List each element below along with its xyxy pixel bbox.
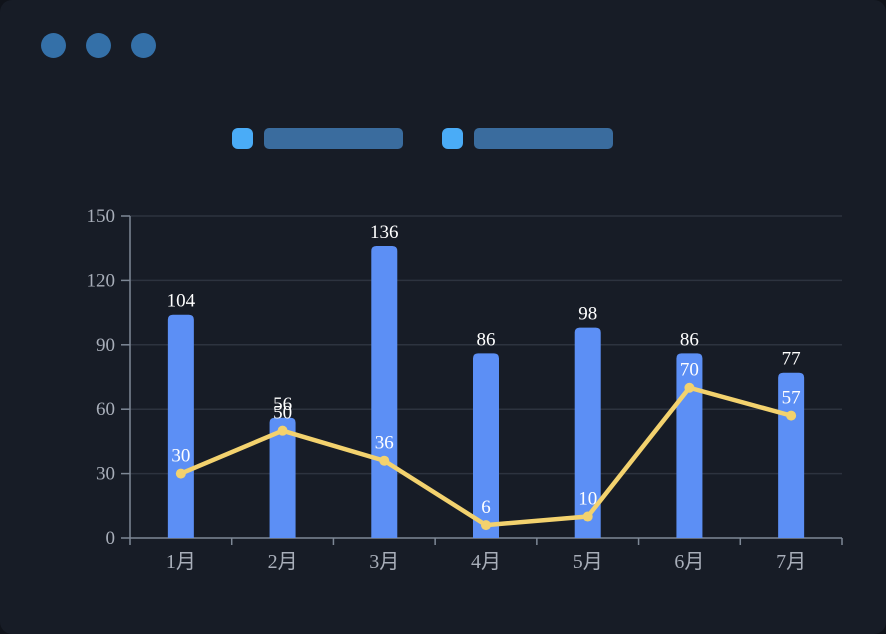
y-axis-tick-label: 150: [87, 206, 116, 227]
line-value-label: 57: [782, 388, 801, 409]
legend-label-block: [474, 128, 613, 149]
bar-value-label: 86: [680, 329, 699, 350]
y-axis-tick-label: 90: [96, 335, 115, 356]
window-dot-3[interactable]: [131, 33, 156, 58]
bar-6月[interactable]: [676, 353, 703, 538]
bar-4月[interactable]: [473, 353, 499, 538]
y-axis-tick-label: 0: [106, 528, 116, 549]
legend-swatch-icon: [442, 128, 463, 149]
bar-value-label: 86: [477, 329, 496, 350]
line-point-4月[interactable]: [481, 520, 491, 531]
legend-swatch-icon: [232, 128, 253, 149]
bar-5月[interactable]: [574, 327, 601, 538]
bar-value-label: 56: [273, 394, 292, 415]
y-axis-tick-label: 60: [96, 399, 115, 420]
x-axis-category-label: 7月: [776, 551, 806, 573]
y-axis-tick-label: 30: [96, 464, 115, 485]
bar-value-label: 98: [578, 304, 597, 325]
line-value-label: 36: [375, 433, 394, 454]
window-controls: [41, 33, 156, 58]
window-dot-2[interactable]: [86, 33, 111, 58]
legend-item-bar-series[interactable]: [232, 128, 403, 149]
line-value-label: 70: [680, 360, 699, 381]
x-axis-category-label: 6月: [674, 551, 704, 573]
line-point-1月[interactable]: [175, 468, 186, 479]
line-value-label: 10: [578, 489, 597, 510]
legend: [232, 128, 613, 149]
x-axis-category-label: 2月: [268, 551, 298, 573]
line-value-label: 50: [273, 403, 292, 424]
bar-3月[interactable]: [371, 246, 398, 538]
line-point-6月[interactable]: [684, 382, 695, 393]
bar-2月[interactable]: [269, 417, 296, 538]
line-point-3月[interactable]: [379, 455, 390, 466]
line-value-label: 30: [171, 446, 190, 467]
line-point-2月[interactable]: [277, 425, 288, 436]
line-value-label: 6: [481, 497, 491, 518]
line-point-7月[interactable]: [786, 410, 797, 421]
bar-value-label: 104: [167, 291, 196, 312]
bar-value-label: 77: [782, 349, 801, 370]
bar-1月[interactable]: [167, 314, 194, 538]
y-axis-tick-label: 120: [87, 270, 116, 291]
x-axis-category-label: 3月: [369, 551, 399, 573]
bar-value-label: 136: [370, 222, 399, 243]
x-axis-category-label: 1月: [166, 551, 196, 573]
line-point-5月[interactable]: [582, 511, 593, 522]
x-axis-category-label: 4月: [471, 551, 501, 573]
legend-item-line-series[interactable]: [442, 128, 613, 149]
window-dot-1[interactable]: [41, 33, 66, 58]
legend-label-block: [264, 128, 403, 149]
x-axis-category-label: 5月: [573, 551, 603, 573]
